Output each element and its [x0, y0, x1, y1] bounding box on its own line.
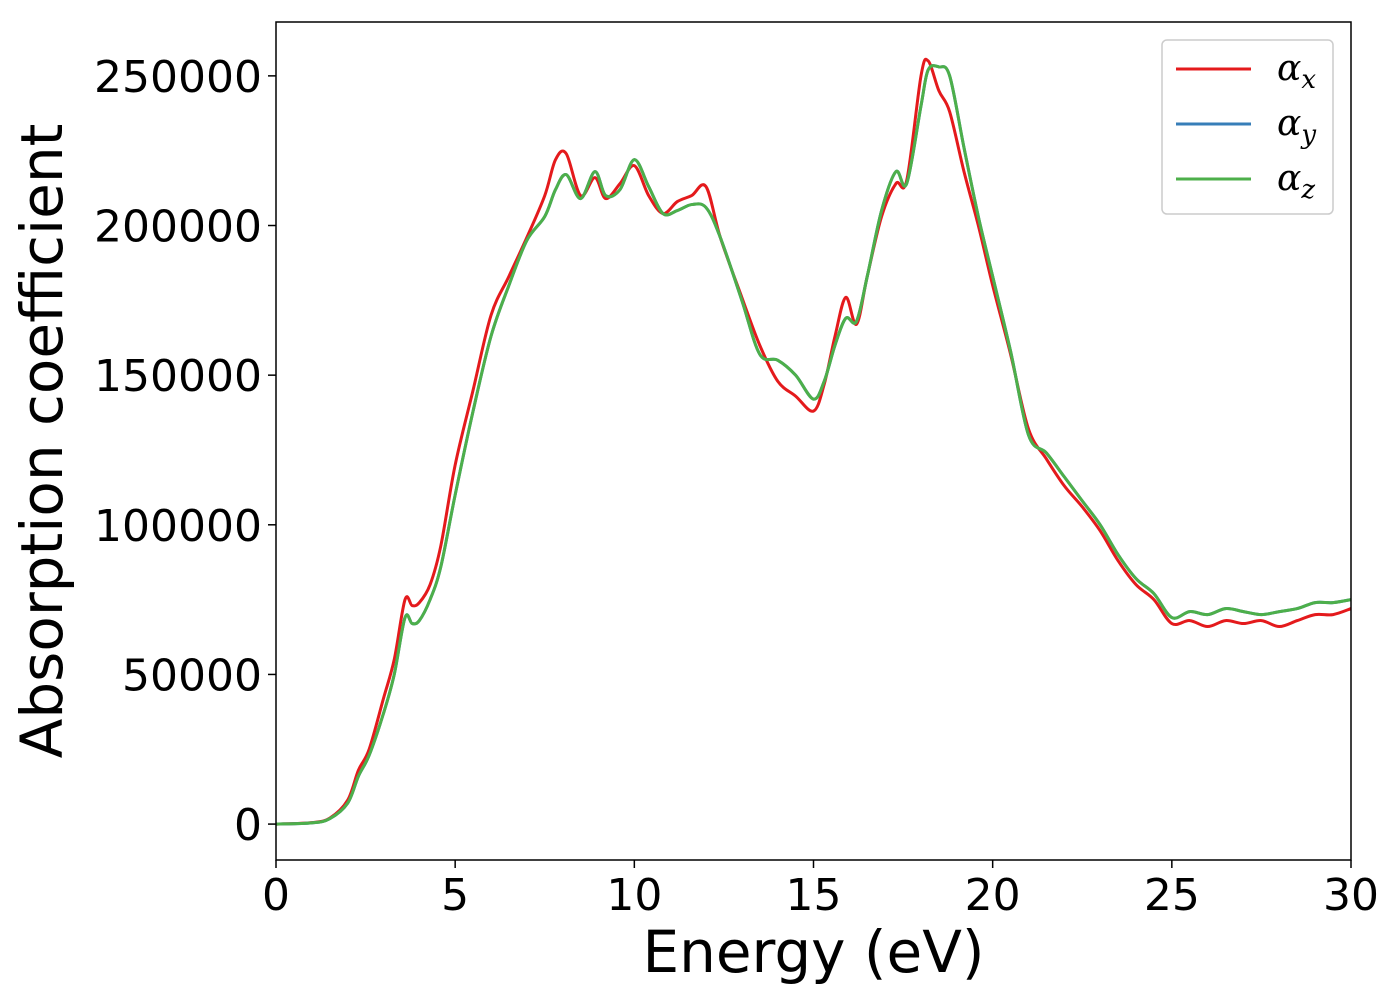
y-tick-label: 250000: [94, 52, 262, 103]
x-axis-label: Energy (eV): [642, 918, 984, 986]
x-tick-label: 25: [1144, 870, 1200, 921]
series-layer: [276, 57, 1351, 826]
x-axis-ticks: 0 5 10 15 20 25 30: [262, 860, 1379, 921]
legend: αx αy αz: [1161, 39, 1334, 215]
x-tick-label: 15: [786, 870, 842, 921]
y-tick-label: 150000: [94, 351, 262, 402]
series-line-z: [276, 64, 1351, 826]
legend-label-z: αz: [1277, 158, 1315, 205]
legend-box: [1161, 39, 1334, 215]
y-tick-label: 0: [234, 800, 262, 851]
y-axis-ticks: 0 50000 100000 150000 200000 250000: [94, 52, 276, 851]
x-tick-label: 10: [606, 870, 662, 921]
legend-label-x: αx: [1277, 48, 1316, 95]
legend-label-y: αy: [1277, 103, 1316, 150]
series-line-x: [276, 57, 1351, 826]
y-tick-label: 50000: [122, 650, 262, 701]
x-tick-label: 0: [262, 870, 290, 921]
y-axis-label: Absorption coefficient: [8, 124, 76, 759]
x-tick-label: 20: [965, 870, 1021, 921]
y-tick-label: 200000: [94, 202, 262, 253]
x-tick-label: 30: [1323, 870, 1379, 921]
y-tick-label: 100000: [94, 501, 262, 552]
x-tick-label: 5: [441, 870, 469, 921]
